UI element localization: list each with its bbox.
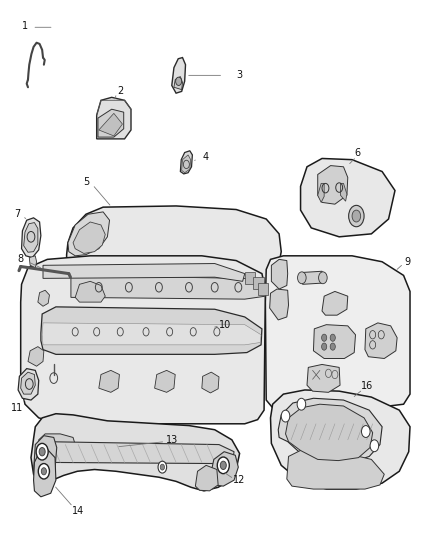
Polygon shape bbox=[67, 206, 281, 304]
Polygon shape bbox=[68, 212, 110, 256]
Text: 16: 16 bbox=[361, 382, 373, 391]
Polygon shape bbox=[43, 263, 245, 281]
Circle shape bbox=[158, 461, 166, 473]
Polygon shape bbox=[210, 451, 238, 486]
Polygon shape bbox=[172, 58, 186, 93]
Polygon shape bbox=[365, 323, 397, 359]
Circle shape bbox=[318, 272, 327, 284]
Polygon shape bbox=[202, 372, 219, 393]
Polygon shape bbox=[34, 449, 56, 497]
Polygon shape bbox=[278, 398, 382, 464]
Circle shape bbox=[36, 443, 48, 460]
Circle shape bbox=[297, 272, 306, 284]
Polygon shape bbox=[258, 283, 268, 295]
Text: 14: 14 bbox=[72, 506, 85, 516]
Polygon shape bbox=[73, 222, 105, 254]
Polygon shape bbox=[182, 155, 191, 173]
Polygon shape bbox=[307, 365, 340, 392]
Polygon shape bbox=[265, 256, 410, 409]
Circle shape bbox=[321, 334, 327, 341]
Polygon shape bbox=[99, 114, 123, 136]
Text: 6: 6 bbox=[354, 148, 360, 158]
Polygon shape bbox=[41, 307, 262, 354]
Polygon shape bbox=[34, 435, 57, 480]
Circle shape bbox=[217, 457, 230, 474]
Circle shape bbox=[330, 343, 336, 350]
Polygon shape bbox=[340, 183, 347, 201]
Text: 3: 3 bbox=[237, 70, 243, 80]
Polygon shape bbox=[31, 414, 240, 491]
Polygon shape bbox=[21, 218, 41, 257]
Polygon shape bbox=[71, 276, 266, 299]
Text: 7: 7 bbox=[14, 209, 21, 219]
Circle shape bbox=[321, 343, 327, 350]
Polygon shape bbox=[322, 292, 348, 315]
Polygon shape bbox=[28, 346, 44, 366]
Text: 10: 10 bbox=[219, 320, 232, 330]
Text: 2: 2 bbox=[117, 86, 124, 96]
Circle shape bbox=[39, 448, 45, 456]
Polygon shape bbox=[318, 183, 324, 203]
Circle shape bbox=[41, 468, 46, 475]
Polygon shape bbox=[314, 325, 356, 359]
Polygon shape bbox=[271, 390, 410, 489]
Text: 4: 4 bbox=[203, 152, 209, 162]
Polygon shape bbox=[18, 369, 39, 400]
Polygon shape bbox=[270, 289, 289, 320]
Polygon shape bbox=[41, 442, 234, 464]
Polygon shape bbox=[195, 465, 218, 491]
Polygon shape bbox=[29, 256, 36, 268]
Circle shape bbox=[281, 410, 290, 422]
Circle shape bbox=[220, 461, 226, 470]
Polygon shape bbox=[245, 272, 255, 284]
Circle shape bbox=[361, 425, 370, 438]
Text: 8: 8 bbox=[18, 254, 24, 264]
Polygon shape bbox=[97, 98, 131, 139]
Text: 13: 13 bbox=[166, 435, 178, 445]
Polygon shape bbox=[21, 256, 265, 424]
Polygon shape bbox=[174, 77, 183, 90]
Text: 9: 9 bbox=[405, 257, 411, 266]
Polygon shape bbox=[286, 404, 373, 461]
Text: 11: 11 bbox=[11, 403, 23, 413]
Circle shape bbox=[330, 334, 336, 341]
Circle shape bbox=[349, 205, 364, 227]
Polygon shape bbox=[42, 323, 261, 345]
Circle shape bbox=[352, 210, 360, 222]
Circle shape bbox=[297, 398, 306, 410]
Polygon shape bbox=[99, 370, 120, 392]
Polygon shape bbox=[318, 166, 348, 204]
Polygon shape bbox=[272, 260, 288, 289]
Polygon shape bbox=[287, 449, 384, 489]
Polygon shape bbox=[24, 223, 38, 252]
Circle shape bbox=[176, 77, 182, 85]
Polygon shape bbox=[38, 290, 49, 306]
Circle shape bbox=[370, 440, 379, 451]
Polygon shape bbox=[155, 370, 175, 392]
Circle shape bbox=[38, 464, 49, 479]
Polygon shape bbox=[21, 372, 35, 394]
Text: 1: 1 bbox=[22, 21, 28, 31]
Polygon shape bbox=[253, 277, 264, 289]
Polygon shape bbox=[180, 151, 192, 174]
Polygon shape bbox=[300, 158, 395, 237]
Polygon shape bbox=[300, 271, 324, 284]
Polygon shape bbox=[98, 109, 124, 137]
Circle shape bbox=[160, 464, 165, 470]
Text: 5: 5 bbox=[84, 176, 90, 187]
Polygon shape bbox=[75, 281, 105, 302]
Polygon shape bbox=[39, 434, 75, 456]
Text: 12: 12 bbox=[233, 475, 246, 485]
